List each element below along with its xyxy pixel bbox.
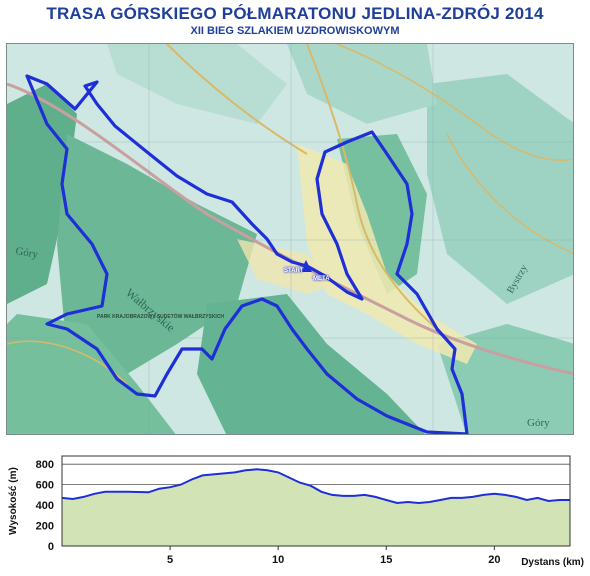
x-tick-label: 15 — [380, 554, 392, 566]
y-tick-label: 400 — [36, 500, 54, 512]
road — [306, 44, 438, 330]
elevation-profile: 0 200 400 600 800 5 10 15 20 Wysokość (m) Dysta… — [0, 437, 590, 571]
y-tick-label: 0 — [48, 541, 54, 553]
y-axis-label: Wysokość (m) — [8, 467, 19, 535]
map-grid — [7, 44, 573, 434]
map-canvas: Góry Wałbrzyskie PARK KRAJOBRAZOWY SUDET… — [7, 44, 573, 434]
forest-area — [107, 44, 287, 124]
forest-area — [7, 314, 176, 434]
road — [7, 340, 128, 385]
race-route[interactable] — [25, 74, 469, 434]
y-tick-label: 200 — [36, 521, 54, 533]
start-label: START — [284, 268, 304, 274]
page-subtitle: XII BIEG SZLAKIEM UZDROWISKOWYM — [190, 25, 400, 37]
y-tick-label: 800 — [36, 459, 54, 471]
y-axis-ticks: 0 200 400 600 800 — [36, 459, 54, 553]
x-tick-label: 10 — [272, 554, 284, 566]
start-finish-marker[interactable] — [300, 260, 312, 272]
x-axis-label: Dystans (km) — [521, 557, 584, 568]
terrain-label-gory-right: Góry — [527, 417, 550, 429]
town-area — [297, 144, 477, 364]
elevation-chart: 0 200 400 600 800 5 10 15 20 Wysokość (m) Dysta… — [8, 455, 584, 568]
y-tick-label: 600 — [36, 480, 54, 492]
elevation-area — [62, 469, 570, 546]
x-axis-ticks: 5 10 15 20 — [167, 546, 500, 566]
road — [446, 133, 573, 254]
plot-frame — [61, 455, 571, 547]
forest-area — [197, 294, 426, 434]
forest-area — [427, 74, 573, 304]
road — [336, 44, 573, 161]
forest-area — [287, 44, 437, 124]
road — [166, 44, 308, 155]
terrain-label-park: PARK KRAJOBRAZOWY SUDETÓW WAŁBRZYSKICH — [97, 312, 224, 320]
town-area — [237, 239, 337, 294]
terrain-label-gory: Góry — [14, 245, 39, 261]
x-tick-label: 20 — [488, 554, 500, 566]
route-map[interactable]: Góry Wałbrzyskie PARK KRAJOBRAZOWY SUDET… — [6, 43, 574, 435]
x-tick-label: 5 — [167, 554, 173, 566]
page-title: TRASA GÓRSKIEGO PÓŁMARATONU JEDLINA-ZDRÓ… — [46, 4, 544, 23]
finish-label: META — [313, 276, 330, 282]
elevation-line — [61, 468, 570, 505]
